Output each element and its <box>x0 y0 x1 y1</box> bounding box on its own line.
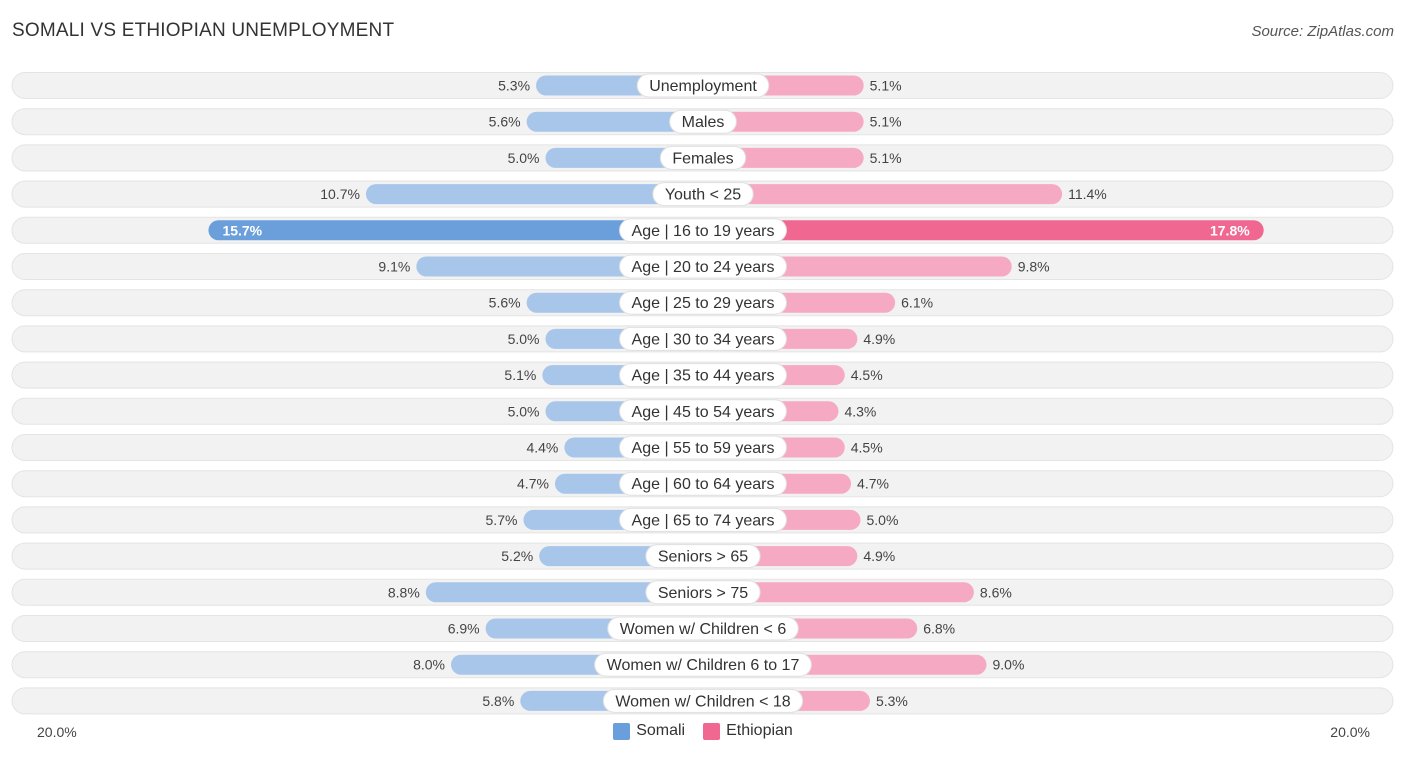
category-pill <box>619 290 787 315</box>
category-label: Age | 45 to 54 years <box>632 404 775 421</box>
value-label-somali: 15.7% <box>222 222 262 238</box>
category-label: Seniors > 75 <box>658 585 748 602</box>
value-label-somali: 10.7% <box>320 186 360 202</box>
value-label-ethiopian: 5.3% <box>876 693 908 709</box>
category-label: Women w/ Children < 18 <box>615 693 790 710</box>
category-pill <box>607 616 799 641</box>
value-label-somali: 5.6% <box>489 114 521 130</box>
value-label-ethiopian: 5.1% <box>870 78 902 94</box>
category-label: Age | 60 to 64 years <box>632 476 775 493</box>
legend-item-ethiopian[interactable]: Ethiopian <box>703 722 793 740</box>
value-label-ethiopian: 6.1% <box>901 295 933 311</box>
value-label-somali: 5.8% <box>482 693 514 709</box>
category-pill <box>619 363 787 388</box>
value-label-ethiopian: 4.7% <box>857 476 889 492</box>
value-label-ethiopian: 4.9% <box>863 331 895 347</box>
category-label: Age | 30 to 34 years <box>632 331 775 348</box>
value-label-ethiopian: 6.8% <box>923 621 955 637</box>
legend-swatch-somali <box>613 722 631 740</box>
bar-ethiopian <box>703 220 1264 241</box>
chart-source: Source: ZipAtlas.com <box>1251 23 1394 40</box>
value-label-ethiopian: 8.6% <box>980 584 1012 600</box>
category-pill <box>645 544 761 569</box>
legend-label-ethiopian: Ethiopian <box>726 722 793 739</box>
category-label: Females <box>672 150 733 167</box>
value-label-somali: 8.8% <box>388 584 420 600</box>
legend-item-somali[interactable]: Somali <box>613 722 685 740</box>
legend-swatch-ethiopian <box>703 722 721 740</box>
category-label: Women w/ Children < 6 <box>620 621 787 638</box>
value-label-somali: 5.6% <box>489 295 521 311</box>
value-label-somali: 9.1% <box>378 259 410 275</box>
category-pill <box>645 580 761 605</box>
category-pill <box>636 73 770 98</box>
value-label-ethiopian: 4.5% <box>851 440 883 456</box>
category-pill <box>619 218 787 243</box>
value-label-ethiopian: 4.5% <box>851 367 883 383</box>
value-label-ethiopian: 9.0% <box>993 657 1025 673</box>
bar-somali <box>365 184 703 205</box>
value-label-ethiopian: 4.3% <box>844 403 876 419</box>
value-label-somali: 6.9% <box>448 621 480 637</box>
axis-max-label: 20.0% <box>1330 724 1370 740</box>
diverging-bar-chart: 5.3% 5.1% Unemployment 5.6% 5.1% Males 5.0% 5.1… <box>11 72 1394 715</box>
category-label: Seniors > 65 <box>658 549 748 566</box>
category-label: Age | 25 to 29 years <box>632 295 775 312</box>
value-label-somali: 5.0% <box>508 150 540 166</box>
category-label: Age | 16 to 19 years <box>632 223 775 240</box>
value-label-ethiopian: 5.0% <box>867 512 899 528</box>
category-label: Youth < 25 <box>665 187 741 204</box>
value-label-ethiopian: 11.4% <box>1068 186 1107 202</box>
bar-ethiopian <box>703 184 1063 205</box>
value-label-somali: 5.3% <box>498 78 530 94</box>
bar-ethiopian <box>703 582 974 603</box>
legend-label-somali: Somali <box>636 722 686 739</box>
value-label-ethiopian: 4.9% <box>863 548 895 564</box>
bar-somali <box>425 582 703 603</box>
value-label-ethiopian: 9.8% <box>1018 259 1050 275</box>
category-pill <box>619 471 787 496</box>
value-label-somali: 4.7% <box>517 476 549 492</box>
category-pill <box>659 145 747 170</box>
bar-ethiopian <box>703 111 864 132</box>
category-label: Age | 20 to 24 years <box>632 259 775 276</box>
value-label-somali: 5.1% <box>504 367 536 383</box>
category-label: Age | 35 to 44 years <box>632 368 775 385</box>
value-label-somali: 4.4% <box>526 440 558 456</box>
category-label: Unemployment <box>649 78 757 95</box>
legend: Somali Ethiopian <box>0 722 1406 740</box>
value-label-somali: 5.0% <box>508 403 540 419</box>
category-label: Age | 65 to 74 years <box>632 512 775 529</box>
category-pill <box>652 182 754 207</box>
category-pill <box>602 688 804 713</box>
value-label-somali: 8.0% <box>413 657 445 673</box>
category-pill <box>669 109 737 134</box>
bar-somali <box>526 111 703 132</box>
bar-somali <box>208 220 703 241</box>
axis-min-label: 20.0% <box>37 724 77 740</box>
value-label-ethiopian: 17.8% <box>1210 222 1250 238</box>
category-pill <box>619 399 787 424</box>
category-pill <box>619 254 787 279</box>
value-label-ethiopian: 5.1% <box>870 114 902 130</box>
category-label: Age | 55 to 59 years <box>632 440 775 457</box>
category-pill <box>619 507 787 532</box>
value-label-somali: 5.7% <box>486 512 518 528</box>
category-label: Women w/ Children 6 to 17 <box>607 657 800 674</box>
category-pill <box>594 652 812 677</box>
chart-title: SOMALI VS ETHIOPIAN UNEMPLOYMENT <box>12 20 395 41</box>
value-label-somali: 5.0% <box>508 331 540 347</box>
category-label: Males <box>682 114 725 131</box>
category-pill <box>619 435 787 460</box>
value-label-ethiopian: 5.1% <box>870 150 902 166</box>
value-label-somali: 5.2% <box>501 548 533 564</box>
category-pill <box>619 326 787 351</box>
